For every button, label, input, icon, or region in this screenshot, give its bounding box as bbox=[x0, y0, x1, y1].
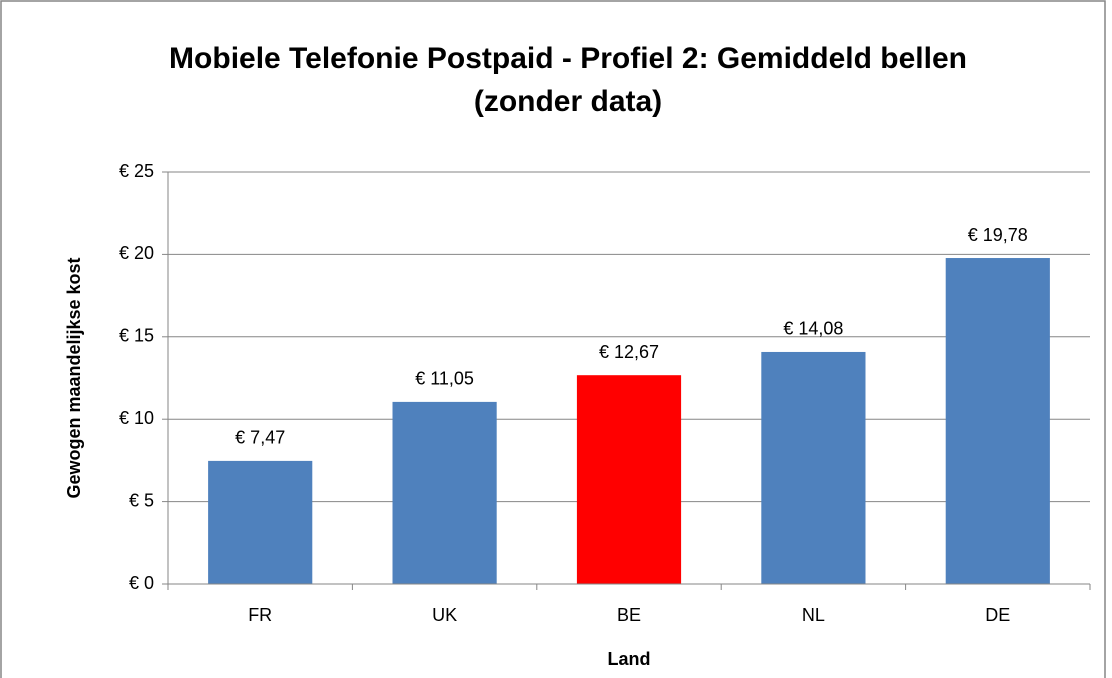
y-tick-label: € 5 bbox=[129, 490, 154, 510]
x-tick-label: BE bbox=[617, 605, 641, 625]
bar bbox=[761, 351, 866, 584]
bar bbox=[208, 460, 313, 584]
y-tick-label: € 25 bbox=[119, 161, 154, 181]
chart-title: Mobiele Telefonie Postpaid - Profiel 2: … bbox=[169, 42, 967, 75]
y-tick-label: € 0 bbox=[129, 573, 154, 593]
y-tick-label: € 20 bbox=[119, 243, 154, 263]
data-label: € 12,67 bbox=[599, 342, 659, 362]
x-axis-title: Land bbox=[608, 649, 651, 669]
x-tick-label: FR bbox=[248, 605, 272, 625]
x-tick-label: UK bbox=[432, 605, 457, 625]
bar bbox=[392, 401, 497, 584]
data-label: € 11,05 bbox=[415, 369, 474, 389]
data-label: € 14,08 bbox=[783, 319, 843, 339]
x-tick-label: DE bbox=[985, 605, 1010, 625]
y-tick-label: € 10 bbox=[119, 408, 154, 428]
chart-title: (zonder data) bbox=[474, 85, 662, 118]
y-tick-label: € 15 bbox=[119, 326, 154, 346]
bar bbox=[576, 375, 682, 584]
y-axis-title: Gewogen maandelijkse kost bbox=[64, 257, 84, 498]
data-label: € 19,78 bbox=[968, 225, 1028, 245]
data-label: € 7,47 bbox=[235, 428, 285, 448]
x-tick-label: NL bbox=[802, 605, 825, 625]
bar bbox=[945, 258, 1050, 584]
